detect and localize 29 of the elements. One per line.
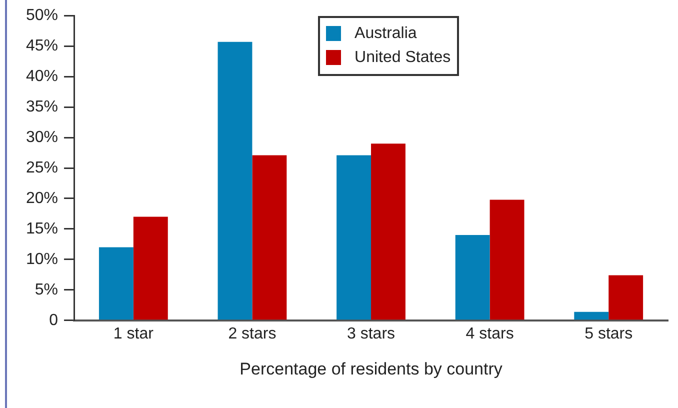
- x-tick-label: 1 star: [113, 325, 154, 342]
- y-tick-label: 50%: [26, 7, 58, 24]
- bar: [608, 275, 644, 320]
- x-tick-label: 3 stars: [347, 325, 396, 342]
- y-tick-label: 5%: [34, 281, 58, 298]
- x-tick-label: 5 stars: [584, 325, 633, 342]
- y-tick-label: 45%: [26, 37, 58, 54]
- y-tick-label: 25%: [26, 159, 58, 176]
- bar: [98, 247, 134, 320]
- y-tick-label: 15%: [26, 220, 58, 238]
- y-tick-label: 0: [49, 312, 58, 329]
- x-tick-label: 2 stars: [228, 325, 276, 342]
- y-tick-label: 40%: [26, 68, 58, 85]
- bar: [371, 144, 406, 320]
- y-tick-label: 20%: [26, 190, 58, 207]
- bar: [490, 200, 524, 320]
- bar: [252, 155, 287, 320]
- bar: [133, 216, 168, 320]
- bar: [218, 42, 252, 320]
- y-tick-label: 10%: [26, 250, 58, 268]
- bar: [574, 312, 609, 320]
- x-axis-title: Percentage of residents by country: [240, 359, 503, 378]
- y-tick-label: 35%: [26, 98, 58, 116]
- bar: [336, 155, 372, 320]
- legend-label: United States: [354, 48, 451, 67]
- x-tick-label: 4 stars: [466, 325, 514, 342]
- y-tick-label: 30%: [26, 128, 58, 146]
- legend-label: Australia: [354, 24, 417, 43]
- bar: [455, 235, 490, 320]
